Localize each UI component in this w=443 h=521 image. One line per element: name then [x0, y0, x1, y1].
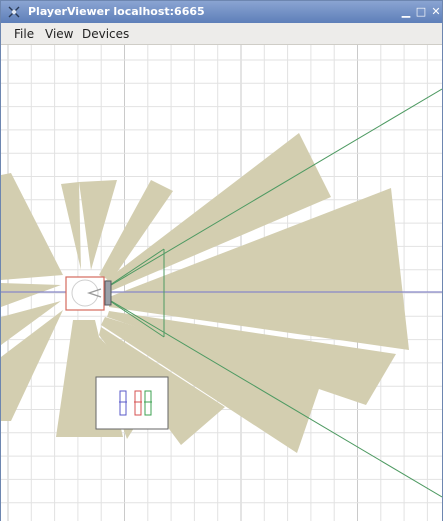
window-title: PlayerViewer localhost:6665	[28, 5, 205, 18]
fov-ray-upper	[100, 88, 442, 292]
laser-wedge	[1, 310, 63, 421]
robot[interactable]	[65, 276, 112, 311]
widget-bar	[119, 390, 127, 416]
laser-wedge	[107, 311, 396, 405]
viewer-canvas[interactable]	[1, 45, 442, 521]
sensor-rays	[1, 88, 442, 498]
widget-panel	[95, 376, 169, 430]
robot-base	[71, 279, 99, 307]
laser-wedge	[105, 133, 331, 291]
laser-wedge	[109, 188, 409, 350]
title-bar[interactable]: PlayerViewer localhost:6665 ▁ □ ✕	[1, 1, 442, 23]
maximize-icon[interactable]: □	[415, 5, 427, 18]
laser-wedge	[1, 301, 61, 345]
robot-heading	[86, 288, 102, 298]
widget-bar	[144, 390, 152, 416]
laser-wedge	[99, 180, 173, 281]
map-view[interactable]	[1, 45, 442, 521]
menu-devices[interactable]: Devices	[82, 27, 130, 41]
menu-view[interactable]: View	[45, 27, 74, 41]
robot-app-icon	[7, 5, 21, 19]
laser-wedge	[101, 317, 321, 453]
fov-ray-lower	[100, 294, 442, 498]
menu-bar: File View Devices	[1, 23, 442, 45]
laser-wedge	[1, 283, 61, 307]
minimize-icon[interactable]: ▁	[401, 5, 411, 18]
menu-file[interactable]: File	[14, 27, 35, 41]
sonar-sensor	[104, 280, 112, 306]
widget-bar	[134, 390, 142, 416]
close-icon[interactable]: ✕	[431, 5, 441, 18]
device-widget[interactable]	[95, 376, 169, 430]
laser-wedge	[61, 182, 81, 270]
laser-wedge	[79, 180, 117, 270]
laser-wedge	[1, 173, 63, 280]
laser-scan	[1, 133, 409, 453]
